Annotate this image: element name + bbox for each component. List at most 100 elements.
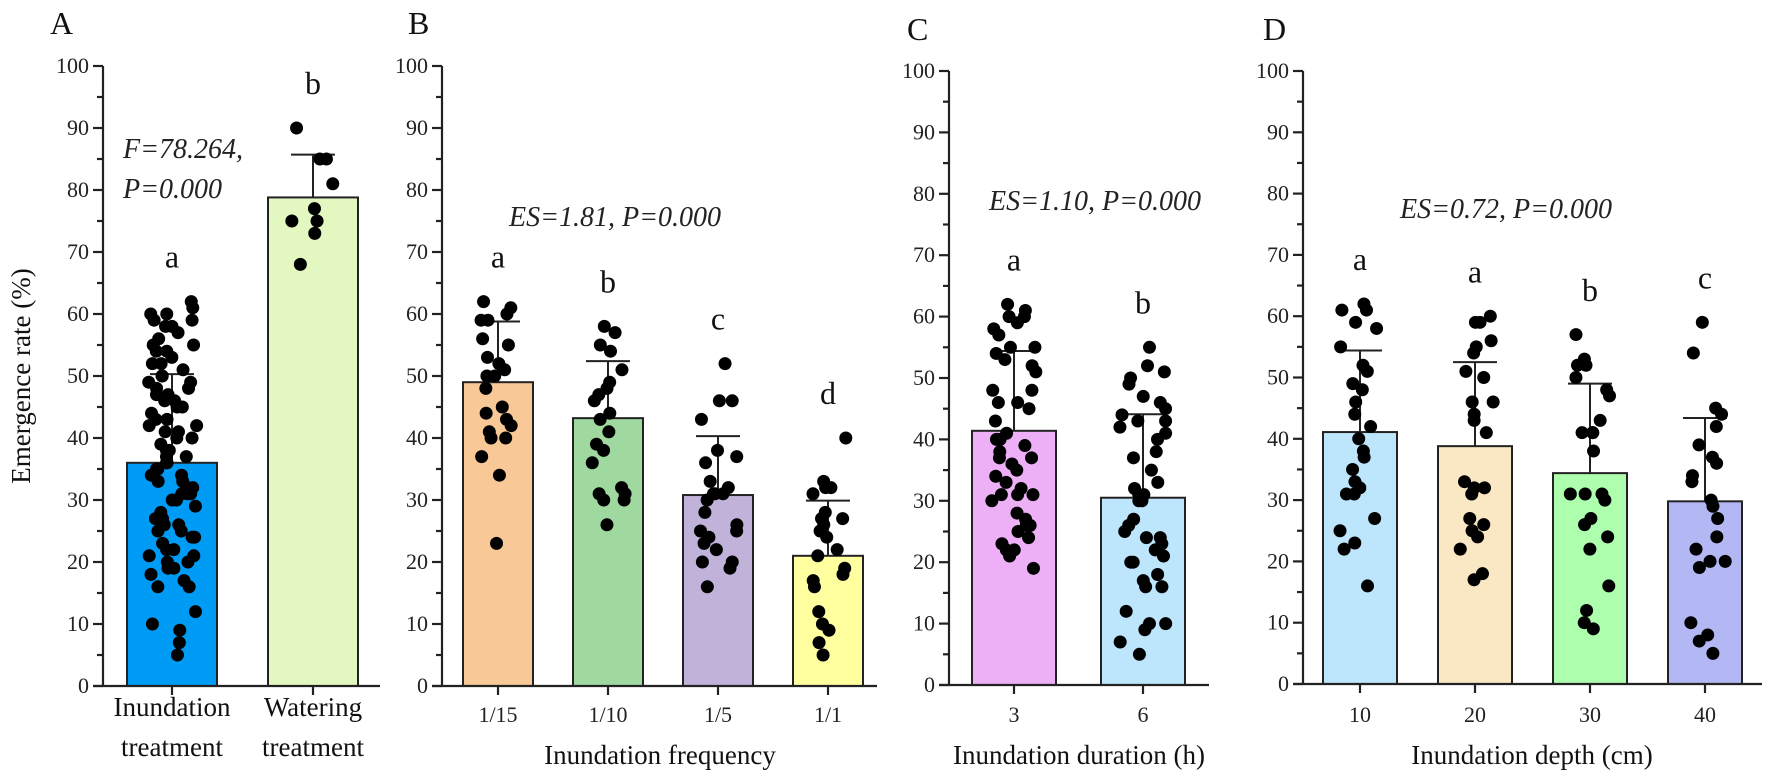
data-point: [1583, 542, 1597, 556]
y-tick-label: 100: [56, 53, 89, 78]
data-point: [1685, 475, 1699, 489]
data-point: [1159, 402, 1173, 416]
data-point: [310, 214, 324, 228]
data-point: [187, 338, 201, 352]
data-point: [1598, 493, 1612, 507]
data-point: [1459, 364, 1473, 378]
data-point: [730, 450, 744, 464]
data-point: [807, 580, 821, 594]
data-point: [182, 580, 196, 594]
data-point: [1346, 462, 1360, 476]
x-axis-title: Inundation depth (cm): [1411, 740, 1652, 770]
x-category-label: treatment: [262, 732, 364, 762]
data-point: [145, 617, 159, 631]
data-point: [989, 469, 1003, 483]
data-point: [1467, 346, 1481, 360]
data-point: [1018, 439, 1032, 453]
y-tick-label: 20: [406, 549, 428, 574]
data-point: [1132, 647, 1146, 661]
data-point: [1011, 525, 1025, 538]
y-tick-label: 30: [406, 487, 428, 512]
data-point: [1001, 297, 1015, 311]
data-point: [172, 636, 186, 650]
data-point: [188, 605, 202, 619]
data-point: [1010, 463, 1024, 477]
data-point: [1138, 623, 1152, 637]
data-point: [170, 648, 184, 662]
data-point: [992, 328, 1006, 342]
data-point: [1710, 530, 1724, 544]
data-point: [176, 363, 190, 377]
data-point: [1718, 554, 1732, 568]
y-tick-label: 50: [913, 365, 935, 390]
data-point: [1022, 402, 1036, 416]
data-point: [1132, 494, 1146, 508]
x-tick-label: 1/5: [704, 702, 732, 727]
panel-letter: B: [408, 5, 429, 41]
data-point: [480, 350, 494, 364]
data-point: [1692, 438, 1706, 452]
data-point: [824, 481, 838, 495]
data-point: [710, 443, 724, 457]
data-point: [806, 487, 820, 501]
data-point: [1479, 426, 1493, 440]
statistics-annotation: P=0.000: [122, 174, 222, 205]
data-point: [185, 431, 199, 445]
y-tick-label: 50: [406, 363, 428, 388]
data-point: [158, 394, 172, 408]
data-point: [1151, 475, 1165, 489]
x-category-label: Watering: [264, 692, 362, 722]
data-point: [1352, 432, 1366, 446]
data-point: [603, 406, 617, 420]
data-point: [1159, 617, 1173, 631]
statistics-annotation: F=78.264,: [122, 134, 243, 165]
data-point: [1334, 340, 1348, 354]
significance-letter: b: [305, 65, 321, 101]
y-tick-label: 40: [1267, 426, 1289, 451]
x-tick-label: 1/10: [588, 702, 627, 727]
y-tick-label: 70: [406, 239, 428, 264]
bar-0: [1322, 431, 1398, 685]
data-point: [836, 567, 850, 581]
data-point: [1453, 542, 1467, 556]
data-point: [492, 468, 506, 482]
data-point: [151, 474, 165, 488]
data-point: [836, 512, 850, 526]
data-point: [1473, 315, 1487, 329]
y-tick-label: 60: [67, 301, 89, 326]
statistics-annotation: ES=0.72, P=0.000: [1399, 194, 1612, 225]
significance-letter: a: [1007, 242, 1021, 278]
data-point: [1119, 604, 1133, 618]
data-point: [694, 412, 708, 426]
y-tick-label: 100: [395, 53, 428, 78]
data-point: [484, 431, 498, 445]
data-point: [1010, 316, 1024, 330]
data-point: [190, 419, 204, 433]
data-point: [326, 177, 340, 191]
data-point: [160, 307, 174, 321]
significance-letter: d: [820, 375, 836, 411]
data-point: [1349, 395, 1363, 409]
data-point: [1359, 303, 1373, 317]
data-point: [1586, 622, 1600, 636]
data-point: [1486, 395, 1500, 409]
data-point: [1471, 530, 1485, 544]
data-point: [1156, 549, 1170, 563]
data-point: [587, 394, 601, 408]
y-tick-label: 30: [913, 488, 935, 513]
significance-letter: b: [1582, 272, 1598, 308]
data-point: [712, 394, 726, 408]
data-point: [1155, 580, 1169, 594]
data-point: [602, 425, 616, 439]
data-point: [1026, 488, 1040, 502]
data-point: [991, 396, 1005, 410]
data-point: [1003, 549, 1017, 563]
data-point: [593, 412, 607, 426]
data-point: [1368, 511, 1382, 525]
data-point: [1593, 413, 1607, 427]
data-point: [1131, 414, 1145, 428]
bar-3: [1667, 500, 1743, 685]
y-tick-label: 90: [406, 115, 428, 140]
significance-letter: b: [600, 263, 616, 299]
